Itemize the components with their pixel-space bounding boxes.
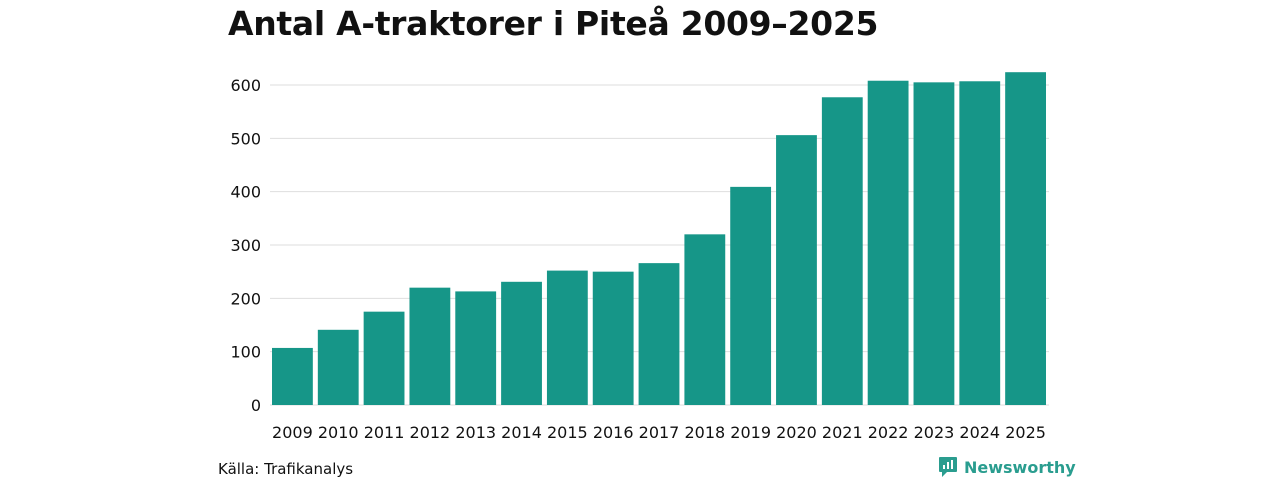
x-tick-label: 2025 xyxy=(1005,423,1046,442)
y-tick-label: 300 xyxy=(230,236,261,255)
bar-2010 xyxy=(317,329,359,405)
x-tick-label: 2012 xyxy=(410,423,451,442)
bar-2023 xyxy=(913,82,955,405)
y-tick-label: 0 xyxy=(251,396,261,415)
bar-2015 xyxy=(546,270,588,405)
bar-2011 xyxy=(363,311,405,405)
x-tick-label: 2017 xyxy=(639,423,680,442)
x-tick-label: 2021 xyxy=(822,423,863,442)
chart-title: Antal A-traktorer i Piteå 2009–2025 xyxy=(228,4,879,43)
x-tick-label: 2016 xyxy=(593,423,634,442)
x-tick-label: 2023 xyxy=(914,423,955,442)
x-tick-label: 2015 xyxy=(547,423,588,442)
newsworthy-logo-icon xyxy=(939,457,957,477)
y-axis-ticks: 0 100 200 300 400 500 600 xyxy=(230,76,261,415)
x-axis-ticks: 2009 2010 2011 2012 2013 2014 2015 2016 2017 2018… xyxy=(272,423,1046,442)
source-note: Källa: Trafikanalys xyxy=(218,460,354,478)
x-tick-label: 2011 xyxy=(364,423,405,442)
x-tick-label: 2022 xyxy=(868,423,909,442)
brand-name: Newsworthy xyxy=(964,457,1076,477)
bar-2022 xyxy=(867,80,909,405)
x-tick-label: 2014 xyxy=(501,423,542,442)
x-tick-label: 2020 xyxy=(776,423,817,442)
bar-2009 xyxy=(272,347,313,405)
bar-2016 xyxy=(592,271,634,405)
y-tick-label: 500 xyxy=(230,129,261,148)
x-tick-label: 2009 xyxy=(272,423,313,442)
bar-2014 xyxy=(501,281,542,405)
y-tick-label: 600 xyxy=(230,76,261,95)
y-tick-label: 100 xyxy=(230,343,261,362)
x-tick-label: 2024 xyxy=(959,423,1000,442)
bars xyxy=(272,72,1046,406)
bar-2021 xyxy=(821,97,863,406)
bar-2025 xyxy=(1005,72,1046,405)
bar-2018 xyxy=(684,234,726,405)
bar-2019 xyxy=(730,186,772,405)
bar-2013 xyxy=(455,291,497,405)
y-tick-label: 400 xyxy=(230,183,261,202)
x-tick-label: 2019 xyxy=(730,423,771,442)
x-tick-label: 2010 xyxy=(318,423,359,442)
bar-2012 xyxy=(409,287,451,405)
brand-logo: Newsworthy xyxy=(938,456,1076,478)
y-tick-label: 200 xyxy=(230,289,261,308)
x-tick-label: 2018 xyxy=(684,423,725,442)
bar-2020 xyxy=(776,135,817,405)
bar-2024 xyxy=(959,81,1001,406)
x-tick-label: 2013 xyxy=(455,423,496,442)
bar-2017 xyxy=(638,263,680,405)
